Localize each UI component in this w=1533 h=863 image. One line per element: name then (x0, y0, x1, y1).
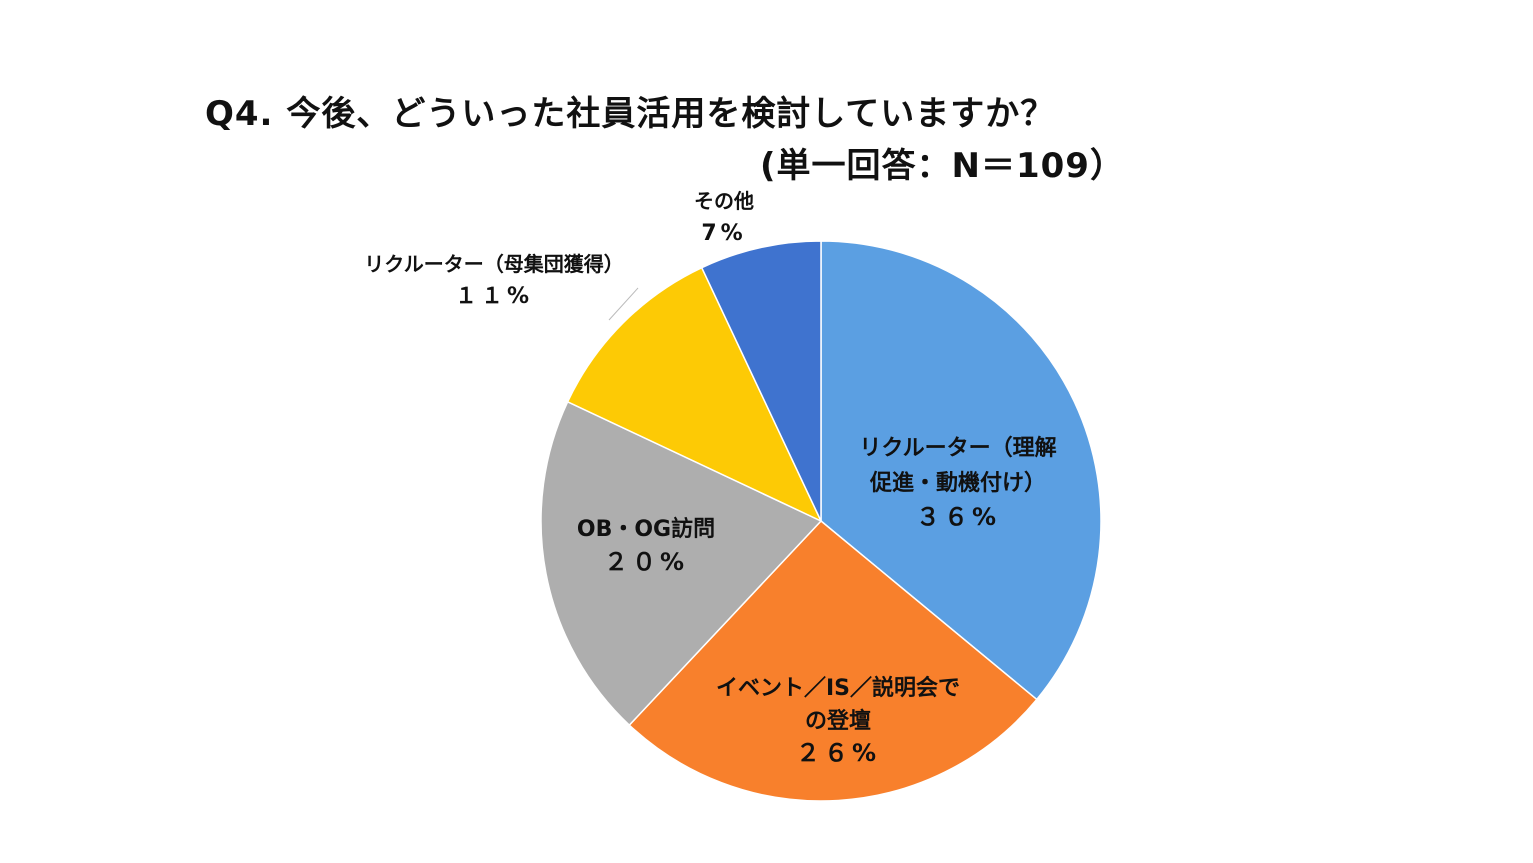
slice-category-label: イベント／IS／説明会で (716, 675, 960, 701)
slice-value-label: 7% (701, 221, 746, 246)
slice-category-label: リクルーター（母集団獲得） (364, 252, 623, 276)
slice-category-label: リクルーター（理解 (859, 435, 1056, 461)
slice-category-label: の登壇 (805, 708, 871, 734)
slice-value-label: ２６% (796, 739, 880, 767)
pie-slice (700, 240, 822, 522)
slice-value-label: １１% (455, 284, 533, 309)
slice-value-label: ２０% (604, 548, 688, 576)
slice-value-label: ３６% (916, 503, 1000, 531)
slice-category-label: その他 (694, 189, 754, 213)
leader-line (608, 287, 639, 321)
pie-slice (540, 400, 823, 727)
pie-slice (628, 519, 1038, 802)
chart-title: Q4. 今後、どういった社員活用を検討していますか？ (205, 94, 1056, 134)
slice-category-label: OB・OG訪問 (577, 516, 715, 542)
chart-subtitle: (単一回答：N＝109） (760, 146, 1125, 186)
pie-slice (820, 240, 1102, 701)
pie-slice (566, 266, 823, 523)
slice-category-label: 促進・動機付け） (869, 471, 1046, 496)
